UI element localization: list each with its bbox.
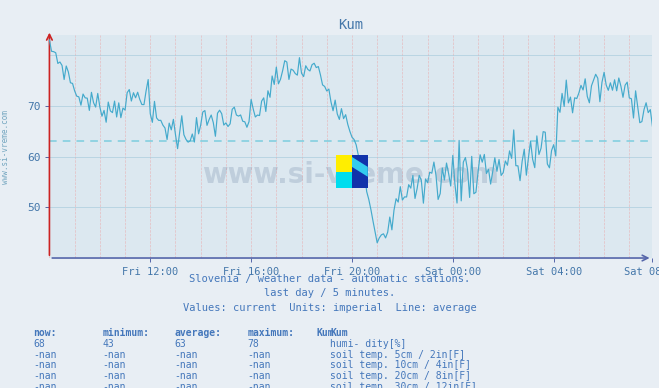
Text: soil temp. 20cm / 8in[F]: soil temp. 20cm / 8in[F] <box>330 371 471 381</box>
Text: Kum: Kum <box>331 328 349 338</box>
Text: -nan: -nan <box>102 350 126 360</box>
Bar <box>352 155 368 188</box>
Text: average:: average: <box>175 328 221 338</box>
Text: -nan: -nan <box>247 382 271 388</box>
Text: last day / 5 minutes.: last day / 5 minutes. <box>264 288 395 298</box>
Text: soil temp. 10cm / 4in[F]: soil temp. 10cm / 4in[F] <box>330 360 471 371</box>
Text: -nan: -nan <box>33 350 57 360</box>
Text: -nan: -nan <box>247 360 271 371</box>
Text: www.si-vreme.com: www.si-vreme.com <box>1 111 10 184</box>
Text: humi- dity[%]: humi- dity[%] <box>330 339 407 349</box>
Text: -nan: -nan <box>175 360 198 371</box>
Text: -nan: -nan <box>33 360 57 371</box>
Text: minimum:: minimum: <box>102 328 149 338</box>
Text: 43: 43 <box>102 339 114 349</box>
Text: Values: current  Units: imperial  Line: average: Values: current Units: imperial Line: av… <box>183 303 476 313</box>
Text: -nan: -nan <box>33 382 57 388</box>
Text: soil temp. 30cm / 12in[F]: soil temp. 30cm / 12in[F] <box>330 382 477 388</box>
Text: -nan: -nan <box>175 350 198 360</box>
Bar <box>336 172 352 188</box>
Text: Kum: Kum <box>316 328 334 338</box>
Text: maximum:: maximum: <box>247 328 294 338</box>
Title: Kum: Kum <box>338 18 364 32</box>
Text: -nan: -nan <box>102 360 126 371</box>
Bar <box>336 155 352 172</box>
Text: Slovenia / weather data - automatic stations.: Slovenia / weather data - automatic stat… <box>189 274 470 284</box>
Text: -nan: -nan <box>33 371 57 381</box>
Text: now:: now: <box>33 328 57 338</box>
Text: -nan: -nan <box>102 382 126 388</box>
Text: www.si-vreme.com: www.si-vreme.com <box>202 161 500 189</box>
Text: -nan: -nan <box>247 371 271 381</box>
Text: -nan: -nan <box>247 350 271 360</box>
Text: 68: 68 <box>33 339 45 349</box>
Polygon shape <box>352 157 368 177</box>
Text: -nan: -nan <box>175 371 198 381</box>
Text: -nan: -nan <box>102 371 126 381</box>
Text: 63: 63 <box>175 339 186 349</box>
Text: soil temp. 5cm / 2in[F]: soil temp. 5cm / 2in[F] <box>330 350 465 360</box>
Text: 78: 78 <box>247 339 259 349</box>
Text: -nan: -nan <box>175 382 198 388</box>
